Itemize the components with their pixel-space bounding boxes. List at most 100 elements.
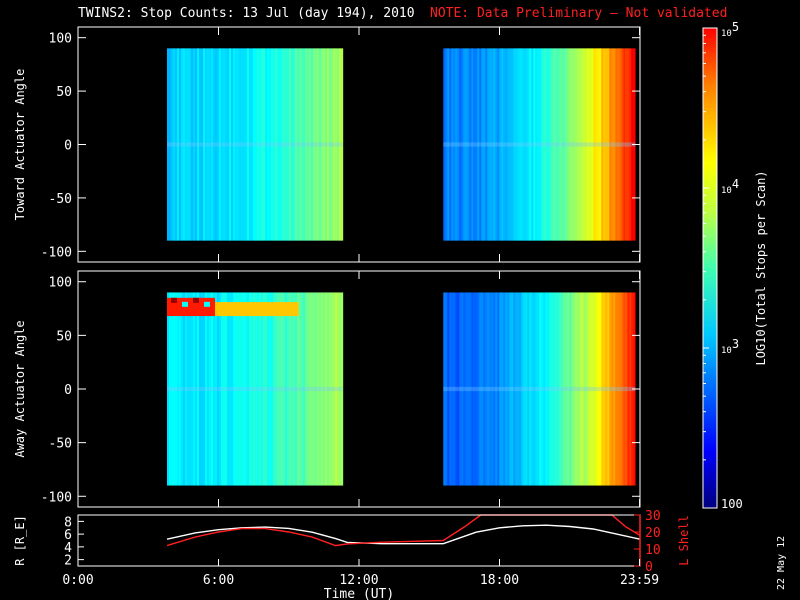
away-heat-column bbox=[475, 292, 478, 486]
toward-heat-column bbox=[338, 48, 342, 241]
away-heat-column bbox=[569, 292, 572, 486]
away-heat-column bbox=[495, 292, 498, 486]
away-heat-column bbox=[471, 292, 474, 486]
toward-heat-column bbox=[326, 48, 330, 241]
toward-heat-column bbox=[613, 48, 616, 241]
away-heat-column bbox=[244, 292, 248, 486]
toward-heat-column bbox=[290, 48, 294, 241]
toward-heat-column bbox=[629, 48, 632, 241]
toward-heat-column bbox=[573, 48, 576, 241]
toward-heat-column bbox=[461, 48, 464, 241]
toward-heat-column bbox=[467, 48, 470, 241]
away-heat-column bbox=[515, 292, 518, 486]
toward-heat-column bbox=[537, 48, 540, 241]
away-heat-column bbox=[330, 292, 334, 486]
toward-heat-column bbox=[555, 48, 558, 241]
away-heat-column bbox=[180, 292, 184, 486]
away-heat-column bbox=[621, 292, 624, 486]
toward-heat-column bbox=[531, 48, 534, 241]
toward-heat-column bbox=[527, 48, 530, 241]
away-heat-column bbox=[166, 292, 170, 486]
away-heat-column bbox=[609, 292, 612, 486]
toward-heat-column bbox=[276, 48, 280, 241]
toward-heat-column bbox=[200, 48, 204, 241]
away-heat-column bbox=[535, 292, 538, 486]
toward-heat-column bbox=[551, 48, 554, 241]
toward-heat-column bbox=[525, 48, 528, 241]
away-ytick-label: -50 bbox=[49, 437, 72, 452]
toward-heat-column bbox=[190, 48, 194, 241]
toward-heat-column bbox=[188, 48, 192, 241]
toward-heat-column bbox=[302, 48, 306, 241]
toward-heat-column bbox=[523, 48, 526, 241]
toward-heat-column bbox=[459, 48, 462, 241]
toward-heat-column bbox=[218, 48, 222, 241]
toward-ylabel: Toward Actuator Angle bbox=[13, 69, 27, 221]
away-heat-column bbox=[222, 292, 226, 486]
away-heat-column bbox=[497, 292, 500, 486]
toward-heat-column bbox=[455, 48, 458, 241]
away-heat-column bbox=[539, 292, 542, 486]
toward-heat-column bbox=[567, 48, 570, 241]
away-heat-column bbox=[234, 292, 238, 486]
colorbar-fill bbox=[703, 28, 717, 508]
away-heat-column bbox=[575, 292, 578, 486]
toward-heat-column bbox=[583, 48, 586, 241]
toward-heat-column bbox=[186, 48, 190, 241]
colorbar-tick-base: 10 bbox=[721, 29, 732, 39]
orbit-ytick-right-label: 30 bbox=[645, 509, 661, 524]
toward-heat-column bbox=[256, 48, 260, 241]
toward-heat-column bbox=[192, 48, 196, 241]
away-heat-column bbox=[248, 292, 252, 486]
away-heat-column bbox=[499, 292, 502, 486]
toward-heat-column bbox=[511, 48, 514, 241]
colorbar-tick-exp: 5 bbox=[732, 20, 739, 34]
toward-heat-column bbox=[246, 48, 250, 241]
toward-heat-column bbox=[497, 48, 500, 241]
away-heat-column bbox=[294, 292, 298, 486]
away-heat-column bbox=[617, 292, 620, 486]
toward-heat-column bbox=[208, 48, 212, 241]
colorbar-frame bbox=[702, 27, 718, 509]
toward-heat-column bbox=[194, 48, 198, 241]
toward-heat-column bbox=[513, 48, 516, 241]
away-heat-column bbox=[238, 292, 242, 486]
orbit-ytick-right-label: 10 bbox=[645, 543, 661, 558]
title-row: TWINS2: Stop Counts: 13 Jul (day 194), 2… bbox=[0, 6, 800, 24]
toward-heat-column bbox=[499, 48, 502, 241]
away-heat-column bbox=[208, 292, 212, 486]
away-hot-spot bbox=[192, 297, 199, 303]
toward-heat-column bbox=[609, 48, 612, 241]
toward-heat-column bbox=[312, 48, 316, 241]
toward-heat-column bbox=[330, 48, 334, 241]
away-heat-column bbox=[551, 292, 554, 486]
toward-heat-column bbox=[507, 48, 510, 241]
lshell-line bbox=[166, 514, 641, 547]
away-heat-column bbox=[194, 292, 198, 486]
toward-heat-column bbox=[589, 48, 592, 241]
toward-heat-column bbox=[619, 48, 622, 241]
toward-heat-column bbox=[565, 48, 568, 241]
toward-heat-column bbox=[465, 48, 468, 241]
away-heat-column bbox=[338, 292, 342, 486]
away-heat-column bbox=[503, 292, 506, 486]
toward-heat-column bbox=[210, 48, 214, 241]
away-heat-column bbox=[619, 292, 622, 486]
away-heat-column bbox=[216, 292, 220, 486]
away-heat-column bbox=[184, 292, 188, 486]
toward-heat-column bbox=[489, 48, 492, 241]
toward-heat-column bbox=[607, 48, 610, 241]
toward-heat-column bbox=[505, 48, 508, 241]
toward-heat-column bbox=[485, 48, 488, 241]
toward-heat-column bbox=[250, 48, 254, 241]
toward-heat-column bbox=[585, 48, 588, 241]
away-heat-column bbox=[579, 292, 582, 486]
toward-heat-column bbox=[457, 48, 460, 241]
away-heat-column bbox=[318, 292, 322, 486]
away-heat-column bbox=[595, 292, 598, 486]
toward-heat-column bbox=[449, 48, 452, 241]
away-heat-column bbox=[182, 292, 186, 486]
toward-heat-column bbox=[334, 48, 338, 241]
away-heat-column bbox=[607, 292, 610, 486]
